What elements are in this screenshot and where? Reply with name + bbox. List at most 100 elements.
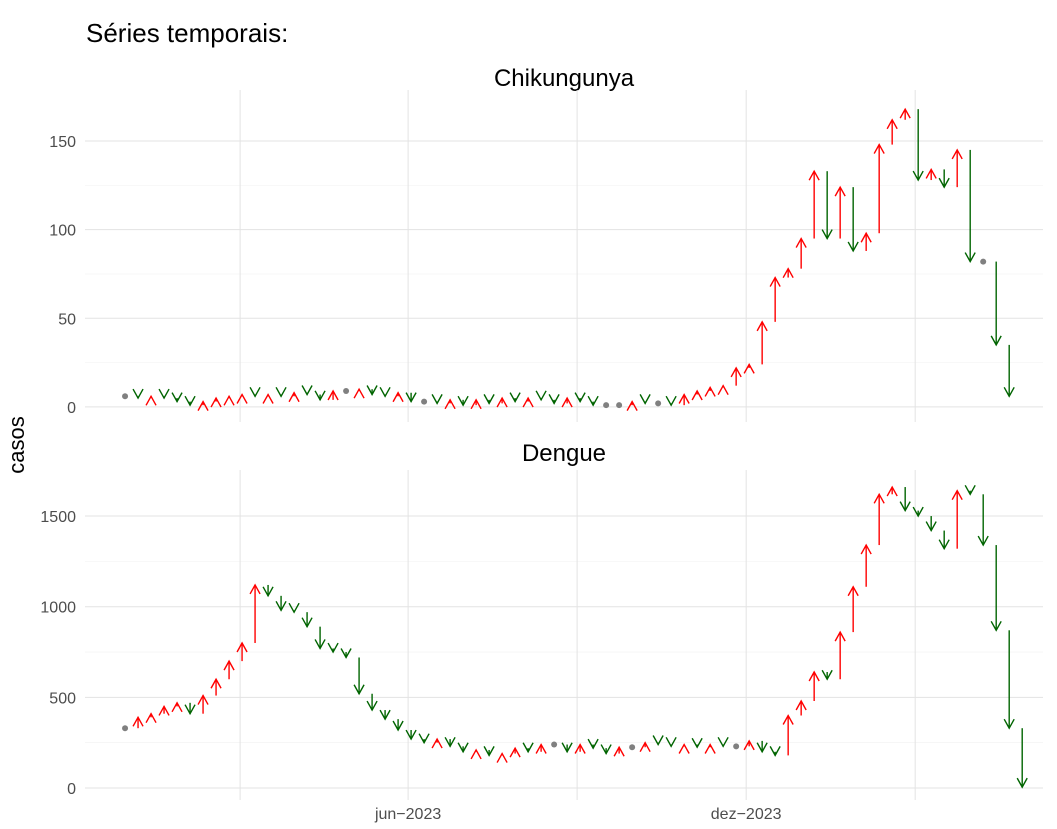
- arrow-head: [548, 394, 560, 405]
- arrow: [678, 393, 690, 406]
- arrow: [236, 641, 248, 662]
- arrow-head: [223, 659, 235, 671]
- arrow-head: [210, 677, 222, 689]
- arrow: [262, 584, 274, 598]
- arrow: [522, 396, 534, 408]
- arrow-head: [262, 393, 274, 404]
- arrow: [353, 387, 365, 399]
- arrow-head: [873, 143, 885, 154]
- arrow: [483, 394, 495, 405]
- arrow-head: [990, 620, 1002, 632]
- arrow-head: [847, 585, 859, 597]
- arrow: [574, 743, 586, 754]
- arrow: [158, 704, 170, 716]
- arrow-head: [171, 701, 183, 713]
- y-tick-label: 1000: [40, 600, 76, 617]
- arrow: [314, 390, 326, 402]
- arrow-head: [288, 391, 300, 403]
- arrow: [808, 169, 820, 239]
- arrow-head: [405, 392, 417, 404]
- arrow: [223, 394, 235, 406]
- arrow: [301, 385, 313, 396]
- x-tick-label: dez−2023: [711, 806, 782, 823]
- arrow: [704, 743, 716, 754]
- arrow-head: [639, 741, 651, 753]
- arrow-head: [951, 489, 963, 501]
- arrow: [535, 743, 547, 754]
- arrow: [977, 494, 989, 547]
- arrow: [431, 737, 443, 749]
- point: [616, 402, 623, 409]
- arrow: [795, 699, 807, 716]
- arrow-head: [808, 169, 820, 181]
- arrow-head: [470, 748, 482, 760]
- arrow: [509, 392, 521, 404]
- arrow: [405, 392, 417, 404]
- arrow: [392, 719, 404, 732]
- arrow: [327, 389, 339, 401]
- arrow-head: [574, 743, 586, 754]
- arrow-head: [366, 385, 378, 396]
- arrow: [392, 391, 404, 403]
- arrow-head: [925, 521, 937, 533]
- arrow: [782, 714, 794, 756]
- arrow: [756, 740, 768, 754]
- arrow-head: [1003, 718, 1015, 730]
- arrow: [314, 626, 326, 650]
- arrow: [457, 742, 469, 754]
- arrow: [912, 506, 924, 518]
- arrow: [548, 394, 560, 405]
- arrow: [899, 487, 911, 513]
- arrow-head: [249, 583, 261, 595]
- y-tick-label: 150: [49, 134, 76, 151]
- arrow: [340, 648, 352, 659]
- arrow: [730, 366, 742, 386]
- arrow: [886, 485, 898, 497]
- arrow-head: [756, 320, 768, 332]
- panel-title: Dengue: [522, 440, 606, 467]
- arrow-head: [535, 743, 547, 754]
- arrow-head: [275, 601, 287, 612]
- arrow: [990, 261, 1002, 347]
- arrow-head: [509, 392, 521, 404]
- arrow-head: [262, 586, 274, 598]
- arrow: [717, 736, 729, 748]
- arrow-head: [405, 729, 417, 741]
- y-axis-label: casos: [4, 416, 29, 473]
- point: [551, 741, 558, 748]
- arrow: [951, 148, 963, 188]
- arrow-head: [912, 170, 924, 182]
- arrow-head: [600, 744, 612, 756]
- arrow: [509, 746, 521, 758]
- arrow: [665, 395, 677, 407]
- arrow-head: [132, 388, 144, 400]
- arrow: [769, 276, 781, 322]
- arrow: [691, 389, 703, 401]
- arrow-head: [496, 752, 508, 763]
- arrow-head: [496, 396, 508, 408]
- arrow: [639, 394, 651, 405]
- arrow-head: [977, 535, 989, 547]
- arrow: [1003, 630, 1015, 730]
- arrow-head: [665, 736, 677, 748]
- arrow-head: [964, 484, 976, 496]
- arrow: [860, 231, 872, 251]
- arrow-head: [561, 742, 573, 754]
- point: [603, 402, 610, 409]
- arrow-head: [145, 712, 157, 724]
- arrow-head: [782, 714, 794, 725]
- arrow-head: [366, 700, 378, 712]
- arrow-head: [691, 389, 703, 401]
- arrow: [678, 743, 690, 754]
- arrow-head: [158, 704, 170, 716]
- point: [122, 393, 129, 400]
- arrow: [691, 737, 703, 749]
- y-tick-label: 100: [49, 223, 76, 240]
- arrow-head: [678, 393, 690, 404]
- y-tick-label: 50: [58, 311, 76, 328]
- arrow-head: [236, 641, 248, 653]
- arrow: [561, 396, 573, 408]
- arrow-head: [197, 694, 209, 705]
- arrow: [249, 386, 261, 398]
- arrow: [613, 745, 625, 757]
